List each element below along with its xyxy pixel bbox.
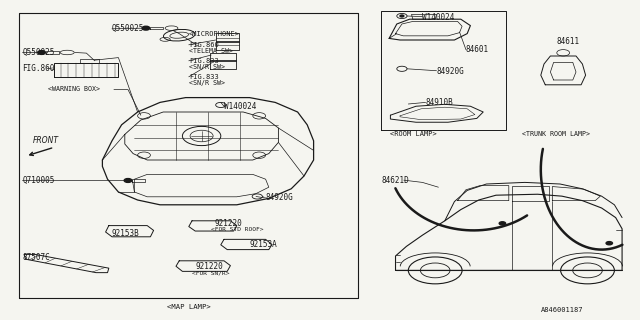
Text: FIG.860: FIG.860 [189,42,218,48]
Circle shape [124,179,132,182]
Text: <SN/R SW>: <SN/R SW> [189,64,225,70]
Text: Q710005: Q710005 [22,176,55,185]
Circle shape [606,242,612,245]
Text: FIG.860: FIG.860 [22,64,55,73]
Text: W140024: W140024 [224,102,257,111]
Text: <MAP LAMP>: <MAP LAMP> [167,304,211,309]
Text: FIG.833: FIG.833 [189,58,218,64]
Circle shape [142,26,150,30]
Text: Q550025: Q550025 [22,48,55,57]
Text: 92153B: 92153B [112,229,140,238]
Circle shape [499,222,506,225]
Text: <SN/R SW>: <SN/R SW> [189,80,225,86]
Text: <FOR SN/R>: <FOR SN/R> [192,270,230,275]
Text: 92153A: 92153A [250,240,277,249]
Text: <FOR STD ROOF>: <FOR STD ROOF> [211,227,264,232]
Text: 84910B: 84910B [426,98,453,107]
Text: <WARNING BOX>: <WARNING BOX> [48,86,100,92]
Text: Q550025: Q550025 [112,24,145,33]
Text: <TELEMA SW>: <TELEMA SW> [189,48,233,54]
Text: 84920G: 84920G [266,193,293,202]
Text: 84601: 84601 [466,45,489,54]
Text: W140024: W140024 [422,13,455,22]
Text: 84611: 84611 [557,37,580,46]
Text: <TRUNK ROOM LAMP>: <TRUNK ROOM LAMP> [522,132,589,137]
Text: 84621D: 84621D [381,176,409,185]
Circle shape [38,51,45,54]
Text: 87507C: 87507C [22,253,50,262]
Text: <ROOM LAMP>: <ROOM LAMP> [390,132,437,137]
Text: A846001187: A846001187 [541,308,583,313]
Circle shape [400,15,404,17]
Text: 84920G: 84920G [436,67,464,76]
Text: FIG.833: FIG.833 [189,74,218,80]
Text: FRONT: FRONT [33,136,59,145]
Text: 921220: 921220 [195,262,223,271]
Text: 921220: 921220 [214,219,242,228]
Text: <MICROPHONE>: <MICROPHONE> [189,31,240,36]
